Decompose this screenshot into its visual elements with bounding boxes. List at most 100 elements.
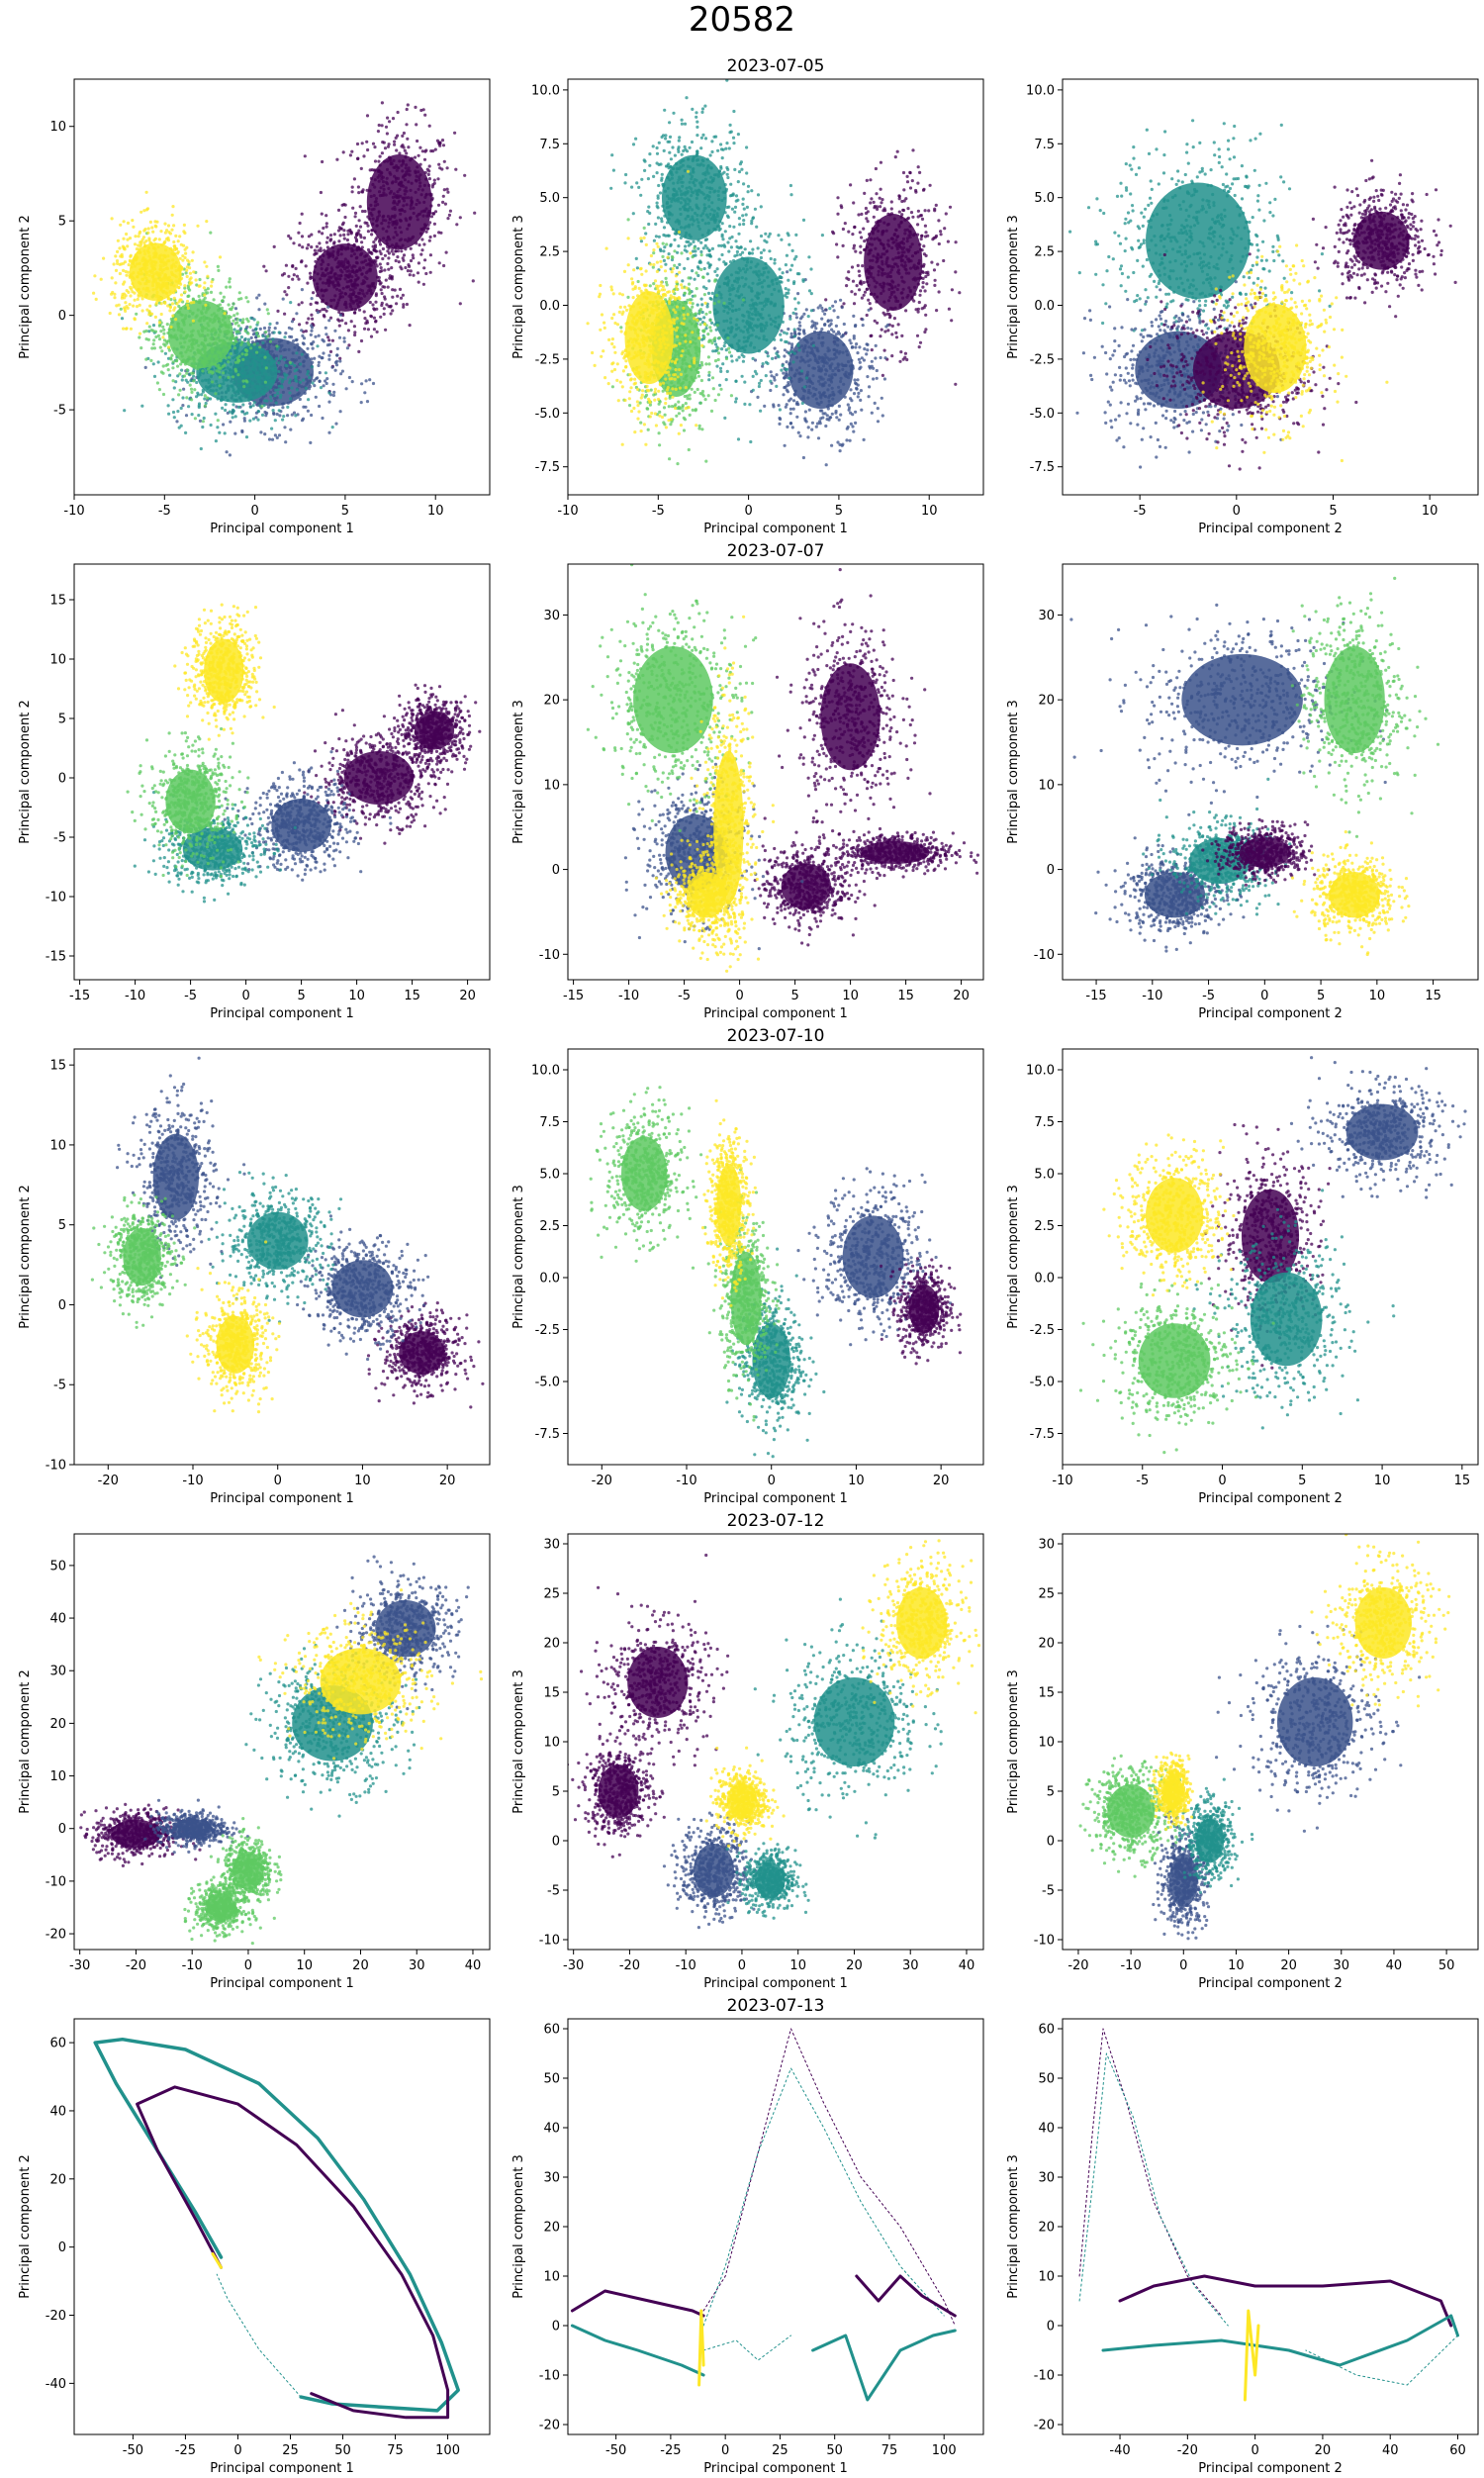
scatter-point [921,286,924,289]
scatter-point [283,290,286,293]
scatter-point [726,168,729,171]
scatter-point [304,406,307,409]
scatter-point [786,340,788,343]
scatter-point [881,198,883,201]
scatter-point [945,212,948,215]
scatter-point [163,338,166,341]
scatter-point [394,289,397,292]
scatter-point [318,334,321,337]
scatter-point [442,195,445,198]
scatter-point [875,192,878,195]
scatter-point [113,262,116,265]
scatter-point [916,334,919,337]
scatter-point [859,282,862,285]
scatter-point [656,206,659,209]
scatter-point [797,431,800,434]
scatter-point [459,302,462,305]
scatter-point [396,255,399,258]
scatter-point [856,351,859,354]
scatter-point [423,258,426,261]
scatter-point [285,293,288,296]
scatter-point [121,297,124,300]
scatter-point [853,226,856,229]
scatter-cluster-core [367,154,432,249]
scatter-point [360,240,363,243]
scatter-point [911,148,914,151]
scatter-point [347,329,350,332]
scatter-point [115,269,118,272]
scatter-point [172,411,175,414]
scatter-point [877,407,880,410]
scatter-point [862,324,865,327]
scatter-point [624,173,627,176]
scatter-point [117,239,120,242]
scatter-point [322,351,325,354]
scatter-point [206,291,209,294]
scatter-point [823,324,826,327]
scatter-point [951,288,954,291]
scatter-point [805,376,808,379]
scatter-point [391,309,394,312]
scatter-point [234,307,237,310]
scatter-point [778,423,781,426]
scatter-point [176,410,179,413]
scatter-point [184,252,187,255]
scatter-point [445,251,448,254]
scatter-point [416,140,418,143]
scatter-point [384,254,387,257]
scatter-point [791,249,794,252]
x-axis-label: Principal component 1 [210,522,353,536]
scatter-point [359,226,362,229]
scatter-point [355,225,358,228]
scatter-point [925,282,928,285]
scatter-point [924,231,927,234]
scatter-point [388,143,391,145]
scatter-point [358,309,361,312]
scatter-point [289,378,292,381]
scatter-point [217,269,220,272]
scatter-point [239,327,242,330]
scatter-point [319,371,322,374]
scatter-point [210,285,213,288]
scatter-point [746,206,749,209]
scatter-point [303,336,306,339]
scatter-point [792,399,795,402]
scatter-point [428,164,431,167]
scatter-point [916,223,919,226]
scatter-point [417,243,420,246]
scatter-point [331,339,334,342]
scatter-point [409,324,412,327]
scatter-point [176,365,179,368]
scatter-point [789,422,792,425]
scatter-point [202,420,205,423]
scatter-point [261,341,264,344]
scatter-point [193,388,196,391]
scatter-point [870,197,873,200]
scatter-point [885,313,888,316]
scatter-point [233,432,236,435]
scatter-point [378,279,381,282]
scatter-point [123,409,126,412]
scatter-point [216,426,219,429]
scatter-point [310,334,313,336]
scatter-point [219,303,222,306]
scatter-point [767,354,770,357]
scatter-point [172,224,175,227]
scatter-point [382,247,385,250]
scatter-point [353,334,356,336]
scatter-point [836,255,839,258]
scatter-point [328,239,331,242]
scatter-point [334,423,337,426]
scatter-point [162,364,165,367]
scatter-point [922,188,925,191]
scatter-point [248,402,251,405]
scatter-point [947,240,950,243]
scatter-point [921,218,924,221]
scatter-point [869,178,872,181]
scatter-point [130,254,133,257]
scatter-point [234,322,237,325]
scatter-point [726,173,729,176]
scatter-point [320,246,323,249]
scatter-point [122,283,125,286]
scatter-point [238,291,241,294]
